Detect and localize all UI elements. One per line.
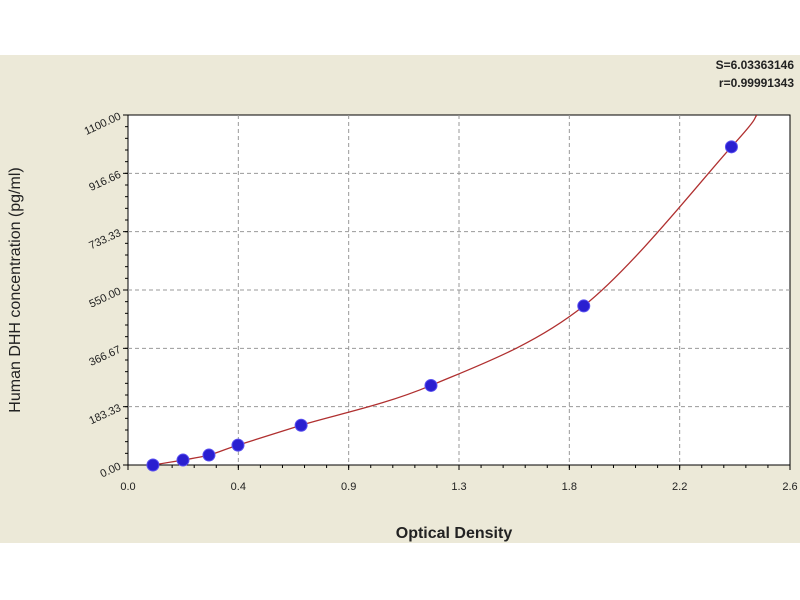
data-point — [202, 448, 216, 462]
data-point — [724, 140, 738, 154]
y-axis-label: Human DHH concentration (pg/ml) — [7, 167, 24, 412]
data-point — [146, 458, 160, 472]
data-point — [231, 438, 245, 452]
y-tick-label: 0.00 — [98, 460, 122, 480]
x-axis-label: Optical Density — [396, 525, 513, 542]
stat-s: S=6.03363146 — [715, 58, 794, 72]
x-tick-label: 2.2 — [672, 481, 687, 493]
y-tick-label: 183.33 — [87, 402, 123, 427]
x-tick-label: 0.0 — [120, 481, 135, 493]
y-tick-label: 366.67 — [87, 344, 123, 369]
x-tick-label: 1.3 — [451, 481, 466, 493]
stat-r: r=0.99991343 — [718, 76, 794, 90]
x-tick-label: 2.6 — [782, 481, 797, 493]
y-tick-label: 550.00 — [87, 285, 123, 310]
x-tick-label: 0.9 — [341, 481, 356, 493]
data-point — [176, 453, 190, 467]
x-tick-label: 1.8 — [562, 481, 577, 493]
y-tick-label: 916.66 — [87, 169, 123, 194]
y-tick-label: 733.33 — [87, 227, 123, 252]
x-tick-label: 0.4 — [231, 481, 246, 493]
data-point — [294, 418, 308, 432]
data-point — [577, 299, 591, 313]
y-tick-label: 1100.00 — [83, 110, 123, 137]
data-point — [424, 378, 438, 392]
